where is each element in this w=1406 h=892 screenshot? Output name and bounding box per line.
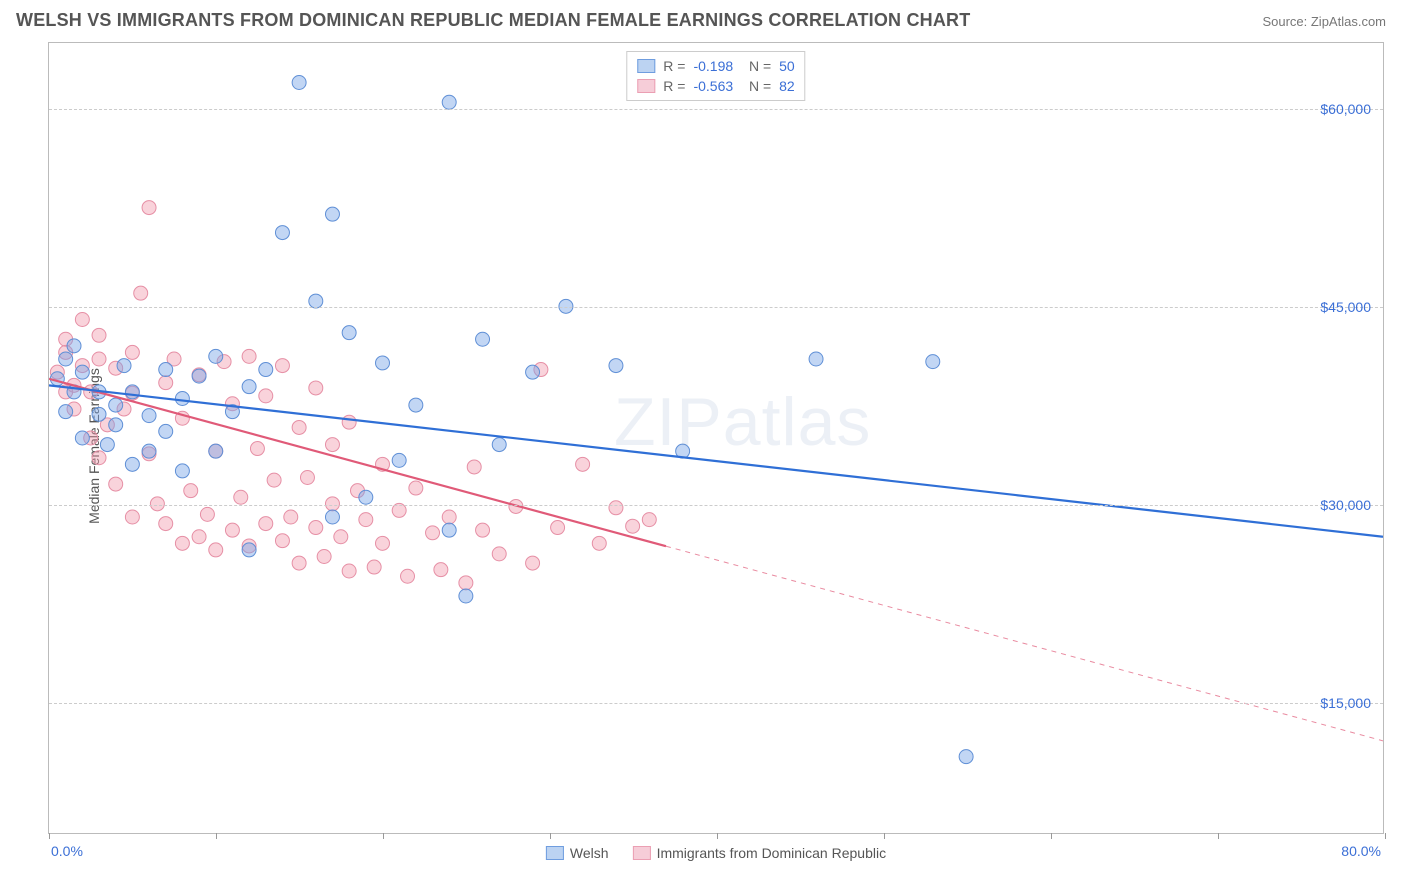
n-label: N = (741, 58, 771, 74)
legend-swatch-icon (633, 846, 651, 860)
r-label: R = (663, 58, 685, 74)
chart-area: $15,000$30,000$45,000$60,000 ZIPatlas R … (48, 42, 1384, 834)
series-legend: Welsh Immigrants from Dominican Republic (546, 845, 886, 861)
x-tick-min: 0.0% (51, 843, 83, 859)
r-label: R = (663, 78, 685, 94)
y-tick-label: $15,000 (1320, 695, 1371, 711)
n-label: N = (741, 78, 771, 94)
n-value-welsh: 50 (779, 58, 795, 74)
legend-label-dominican: Immigrants from Dominican Republic (657, 845, 887, 861)
y-tick-label: $45,000 (1320, 299, 1371, 315)
legend-row-dominican: R = -0.563 N = 82 (637, 76, 794, 96)
legend-swatch-dominican (637, 79, 655, 93)
legend-row-welsh: R = -0.198 N = 50 (637, 56, 794, 76)
legend-swatch-icon (546, 846, 564, 860)
y-tick-label: $60,000 (1320, 101, 1371, 117)
legend-swatch-welsh (637, 59, 655, 73)
legend-item-welsh: Welsh (546, 845, 609, 861)
page-title: WELSH VS IMMIGRANTS FROM DOMINICAN REPUB… (16, 10, 970, 31)
n-value-dominican: 82 (779, 78, 795, 94)
legend-label-welsh: Welsh (570, 845, 609, 861)
source-attribution: Source: ZipAtlas.com (1262, 14, 1386, 29)
correlation-legend: R = -0.198 N = 50 R = -0.563 N = 82 (626, 51, 805, 101)
r-value-dominican: -0.563 (693, 78, 733, 94)
scatter-plot-svg (49, 43, 1383, 833)
r-value-welsh: -0.198 (693, 58, 733, 74)
legend-item-dominican: Immigrants from Dominican Republic (633, 845, 887, 861)
y-tick-label: $30,000 (1320, 497, 1371, 513)
x-tick-max: 80.0% (1341, 843, 1381, 859)
